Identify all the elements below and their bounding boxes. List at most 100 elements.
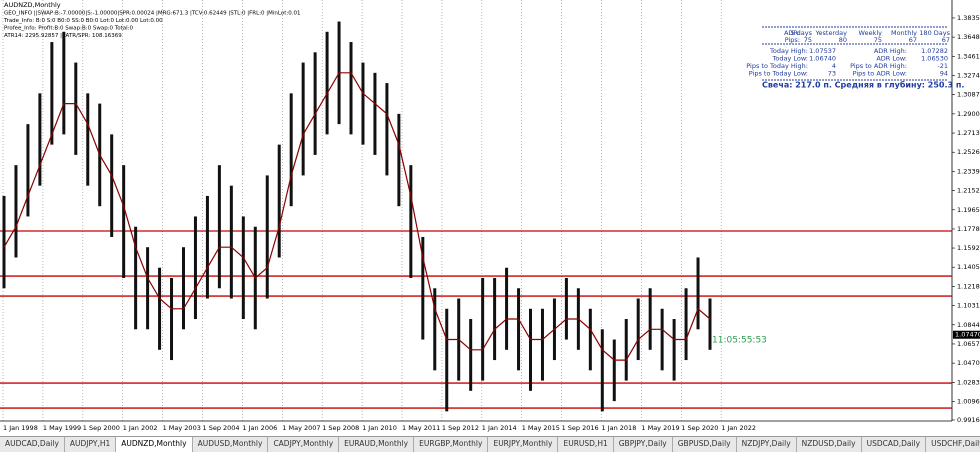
y-tick-label: 1.12180 [957,282,980,290]
price-bar [14,165,18,258]
info-line: Profee_Info: Profit:B:0 Swap:B:0 Swap:0 … [4,26,133,32]
panel-cell: Pips to ADR High: [850,62,907,70]
tab[interactable]: AUDCAD,Daily [0,437,65,452]
panel-cell: Today Low: [772,55,809,63]
x-tick-label: 1 Jan 2014 [482,424,517,432]
price-bar [505,267,509,350]
tab[interactable]: AUDNZD,Monthly [116,437,193,452]
x-tick-label: 1 Sep 2016 [562,424,599,432]
panel-cell: 5 days [790,29,812,37]
panel-cell: Pips to ADR Low: [853,70,907,78]
info-line: GEO_INFO ||SWAP:B:-7.00000|S:-1.00000|SP… [4,11,301,17]
tab[interactable]: AUDUSD,Monthly [193,437,269,452]
current-price-label: 1.07470 [955,331,980,339]
x-tick-label: 1 Jan 2022 [721,424,756,432]
x-tick-label: 1 Sep 2000 [83,424,120,432]
panel-cell: 94 [940,70,948,78]
panel-cell: 75 [874,36,882,44]
panel-cell: 180 Days [919,29,950,37]
background [0,0,980,436]
y-tick-label: 1.30870 [957,91,980,99]
price-bar [301,62,305,176]
y-tick-label: 1.17780 [957,225,980,233]
panel-cell: 67 [909,36,917,44]
x-tick-label: 1 May 2003 [163,424,201,432]
panel-cell: Today High: [769,47,808,55]
y-tick-label: 1.14050 [957,263,980,271]
chart-title: AUDNZD,Monthly [4,1,61,9]
panel-cell: 1.07537 [809,47,836,55]
panel-cell: ADR: [784,29,800,37]
price-bar [325,31,329,135]
price-bar [50,42,54,145]
price-bar [588,308,592,371]
price-bar [648,288,652,350]
price-bar [86,93,90,186]
panel-cell: Yesterday [814,29,847,37]
tab[interactable]: EURAUD,Monthly [339,437,415,452]
y-tick-label: 1.04700 [957,359,980,367]
tab[interactable]: CADJPY,Monthly [268,437,340,452]
tab[interactable]: GBPUSD,Daily [673,437,737,452]
price-bar [38,93,42,186]
tab[interactable]: EURGBP,Monthly [414,437,489,452]
timer: 11:05:55:53 [712,336,767,346]
price-bar [361,62,365,145]
x-tick-label: 1 Sep 2004 [203,424,240,432]
y-tick-label: 1.08440 [957,321,980,329]
price-bar [229,185,233,299]
current-price-box [953,330,980,339]
y-tick-label: 1.02830 [957,378,980,386]
price-bar [146,247,150,330]
x-tick-label: 1 May 1999 [43,424,81,432]
price-bar [134,226,138,330]
price-bar [193,216,197,320]
x-tick-label: 1 Jan 2018 [602,424,637,432]
tab[interactable]: NZDUSD,Daily [797,437,862,452]
tab[interactable]: NZDJPY,Daily [737,437,797,452]
x-tick-label: 1 May 2007 [282,424,320,432]
tab[interactable]: EURJPY,Monthly [488,437,559,452]
tab[interactable]: USDCAD,Daily [862,437,927,452]
panel-cell: 75 [804,36,812,44]
x-tick-label: 1 Jan 2010 [362,424,397,432]
price-bar [517,288,521,371]
x-tick-label: 1 May 2015 [522,424,560,432]
price-bar [122,165,126,278]
tab[interactable]: AUDJPY,H1 [65,437,117,452]
panel-cell: 80 [839,36,847,44]
info-line: ATR14: 2295.92857 || ATR/SPR: 108.16369 [4,33,122,39]
price-bar [612,339,616,402]
panel-cell: 1.06530 [921,55,948,63]
price-bar [313,52,317,155]
panel-cell: Pips: [785,36,800,44]
y-tick-label: 1.19650 [957,206,980,214]
price-bar [493,277,497,361]
y-tick-label: 1.32740 [957,72,980,80]
panel-cell: ADR Low: [876,55,907,63]
y-tick-label: 1.36480 [957,33,980,41]
panel-cell: Pips to Today Low: [749,70,808,78]
y-tick-label: 1.23390 [957,167,980,175]
x-tick-label: 1 Sep 2020 [681,424,718,432]
y-tick-label: 1.38350 [957,14,980,22]
tab-bar: AUDCAD,Daily AUDJPY,H1 AUDNZD,Monthly AUDUS… [0,436,980,452]
price-bar [373,72,377,155]
price-bar [529,308,533,391]
tab[interactable]: USDCHF,Daily [926,437,980,452]
price-bar [110,134,114,237]
tab[interactable]: GBPJPY,Daily [614,437,673,452]
price-bar [74,62,78,155]
x-tick-label: 1 May 2019 [641,424,679,432]
tab[interactable]: EURUSD,H1 [558,437,614,452]
y-tick-label: 1.06570 [957,340,980,348]
chart: AUDNZD,Monthly 1 Jan 1998 1 May 1999 1 Sep… [0,0,980,436]
price-bar [421,236,425,340]
price-bar [349,42,353,135]
y-tick-label: 1.10310 [957,302,980,310]
price-bar [445,308,449,412]
y-tick-label: 1.29000 [957,110,980,118]
price-bar [696,257,700,330]
